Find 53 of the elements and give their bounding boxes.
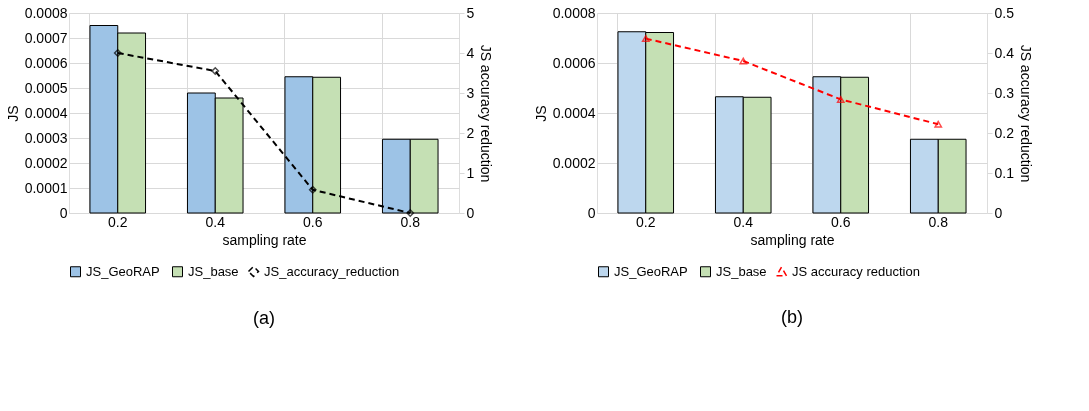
legend-label: JS_base [188, 263, 239, 279]
text: (b) [781, 307, 803, 327]
y-tick-label: 0.0001 [24, 179, 68, 196]
x-tick-label: 0.8 [400, 213, 421, 230]
y-tick-label: 0 [587, 204, 596, 221]
y2-tick-label: 5 [466, 4, 475, 21]
y2-tick-label: 0.3 [994, 84, 1015, 101]
point [641, 35, 650, 43]
point [934, 120, 943, 128]
x-tick-label: 0.6 [831, 213, 851, 230]
y-tick-label: 0.0006 [552, 54, 596, 71]
y-tick-label: 0.0008 [24, 4, 68, 21]
y-tick-label: 0.0008 [552, 4, 596, 21]
point [836, 95, 845, 103]
legend-label: JS accuracy reduction [792, 263, 920, 279]
y-tick-label: 0.0006 [24, 54, 68, 71]
y-tick-label: 0.0007 [24, 29, 68, 46]
x-tick-label: 0.6 [303, 213, 323, 230]
x-axis-title: sampling rate [222, 231, 307, 248]
x-tick-label: 0.4 [733, 213, 754, 230]
x-tick-label: 0.2 [636, 213, 656, 230]
y-tick-label: 0.0002 [24, 154, 68, 171]
legend-label: JS_GeoRAP [86, 263, 160, 279]
y2-tick-label: 0.4 [994, 44, 1015, 61]
y-tick-label: 0.0004 [552, 104, 596, 121]
y-tick-label: 0.0002 [552, 154, 596, 171]
y2-tick-label: 0 [466, 204, 475, 221]
y2-axis-title: JS accuracy reduction [478, 44, 495, 183]
y2-tick-label: 1 [466, 164, 475, 181]
x-tick-label: 0.4 [205, 213, 226, 230]
y2-tick-label: 0.5 [994, 4, 1015, 21]
legend-label: JS_base [716, 263, 767, 279]
y2-tick-label: 3 [466, 84, 475, 101]
point [739, 57, 748, 65]
y2-tick-label: 0 [994, 204, 1003, 221]
y2-axis-title: JS accuracy reduction [1017, 44, 1034, 183]
legend-label: JS_accuracy_reduction [264, 263, 400, 279]
y-tick-label: 0.0005 [24, 79, 68, 96]
y-axis-title: JS [532, 105, 549, 122]
y2-tick-label: 4 [466, 44, 475, 61]
text: (a) [253, 308, 275, 328]
y-tick-label: 0.0003 [24, 129, 68, 146]
point [308, 185, 317, 194]
y2-tick-label: 0.2 [994, 124, 1015, 141]
y2-tick-label: 0.1 [994, 164, 1015, 181]
x-tick-label: 0.8 [928, 213, 949, 230]
legend-label: JS_GeoRAP [614, 263, 688, 279]
y-tick-label: 0.0004 [24, 104, 68, 121]
x-axis-title: sampling rate [750, 231, 835, 248]
y-axis-title: JS [4, 105, 21, 122]
x-tick-label: 0.2 [108, 213, 128, 230]
y2-tick-label: 2 [466, 124, 475, 141]
y-tick-label: 0 [59, 204, 68, 221]
